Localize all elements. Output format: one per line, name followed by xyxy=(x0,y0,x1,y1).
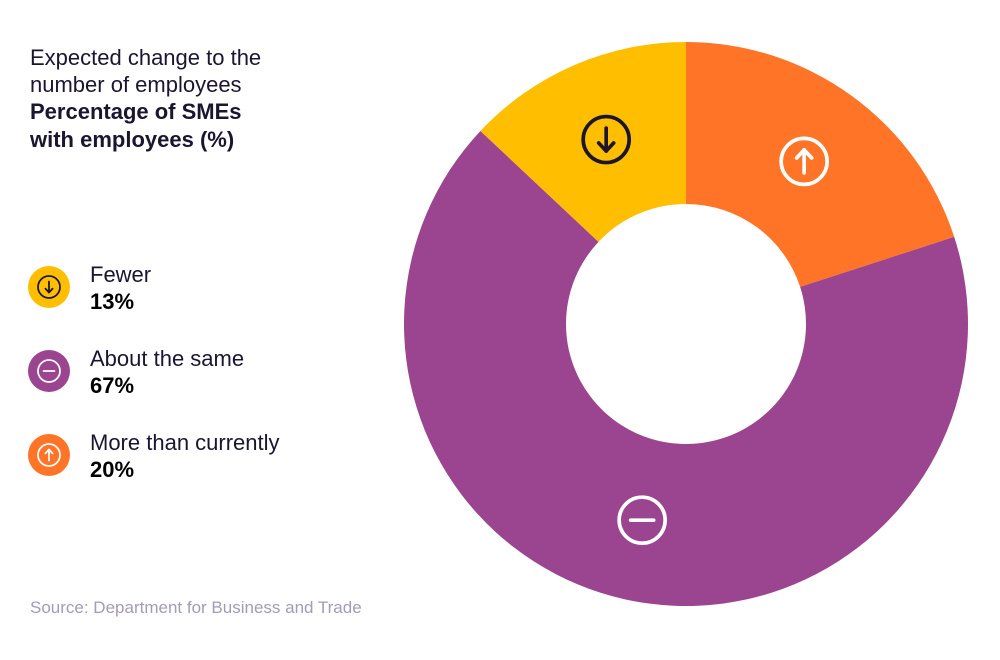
minus-circle-icon xyxy=(617,495,667,545)
chart-subtitle-line-2: with employees (%) xyxy=(30,127,235,152)
chart-title-line-1: Expected change to the xyxy=(30,45,262,70)
legend-item-about-the-same: About the same 67% xyxy=(28,346,368,430)
arrow-down-circle-icon xyxy=(581,114,632,165)
arrow-down-circle-icon xyxy=(28,266,70,308)
source-note: Source: Department for Business and Trad… xyxy=(30,598,362,617)
legend-item-fewer: Fewer 13% xyxy=(28,262,368,346)
legend-item-more-than-currently: More than currently 20% xyxy=(28,430,368,514)
legend-value: 67% xyxy=(90,373,135,398)
chart-subtitle-line-1: Percentage of SMEs xyxy=(30,99,242,124)
donut-slice-about-the-same xyxy=(403,130,969,607)
legend-label: About the same xyxy=(90,346,245,371)
arrow-up-circle-icon xyxy=(28,434,70,476)
legend-value: 13% xyxy=(90,289,135,314)
minus-circle-icon xyxy=(28,350,70,392)
legend-value: 20% xyxy=(90,457,135,482)
donut-slice-more-than-currently xyxy=(686,42,955,287)
legend-label: More than currently xyxy=(90,430,280,455)
legend-label: Fewer xyxy=(90,262,152,287)
chart-legend: Fewer 13% About the same 67% More than c… xyxy=(28,262,368,514)
arrow-up-circle-icon xyxy=(779,136,829,187)
chart-title-block: Expected change to the number of employe… xyxy=(30,44,360,154)
chart-title-line-2: number of employees xyxy=(30,72,242,97)
